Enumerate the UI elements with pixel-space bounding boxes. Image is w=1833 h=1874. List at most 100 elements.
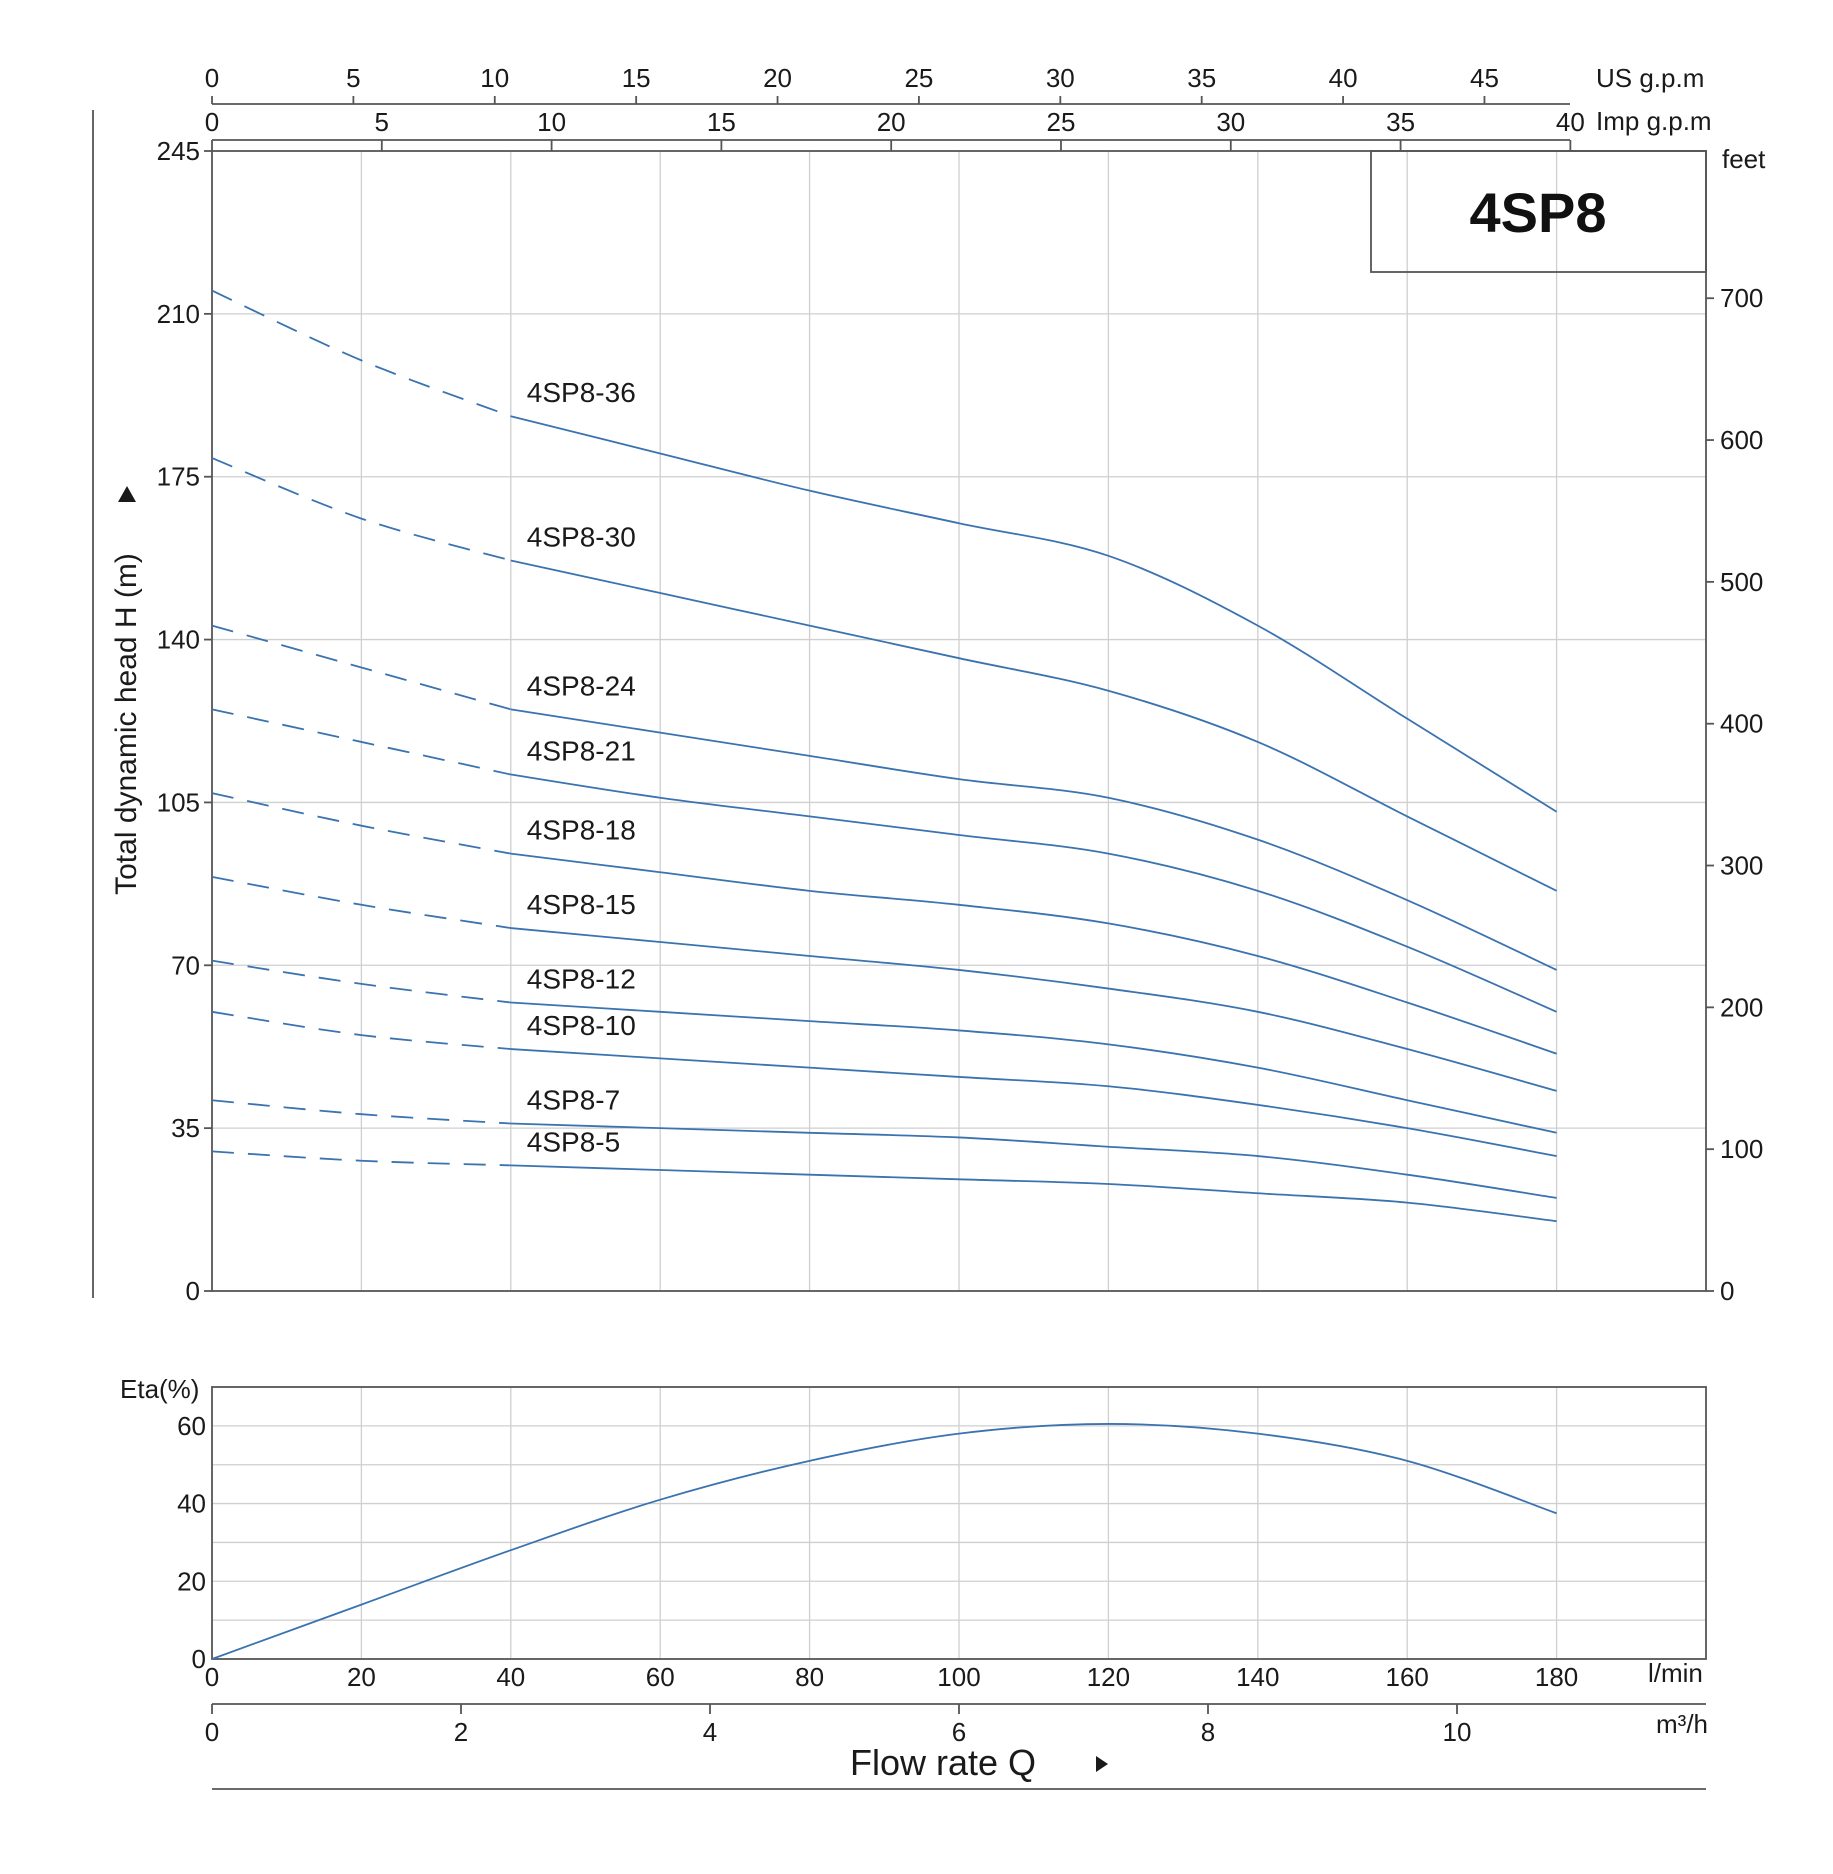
eta-y-tick-label: 0 bbox=[192, 1644, 206, 1674]
us-gpm-tick-label: 10 bbox=[480, 63, 509, 93]
m3h-tick-label: 10 bbox=[1443, 1717, 1472, 1747]
imp-gpm-tick-label: 5 bbox=[375, 107, 389, 137]
eta-y-tick-label: 40 bbox=[177, 1489, 206, 1519]
lmin-tick-label: 80 bbox=[795, 1662, 824, 1692]
flow-rate-title: Flow rate Q bbox=[850, 1742, 1036, 1783]
curve-label-4SP8-30: 4SP8-30 bbox=[527, 521, 636, 552]
curve-4SP8-24-solid bbox=[510, 708, 1557, 971]
m3h-tick-label: 6 bbox=[952, 1717, 966, 1747]
m3h-tick-label: 8 bbox=[1201, 1717, 1215, 1747]
curve-label-4SP8-10: 4SP8-10 bbox=[527, 1010, 636, 1041]
eta-y-tick-label: 20 bbox=[177, 1566, 206, 1596]
eta-y-tick-label: 60 bbox=[177, 1411, 206, 1441]
head-y-tick-label: 175 bbox=[157, 462, 200, 492]
flow-rate-arrow-icon bbox=[1096, 1756, 1108, 1772]
curve-label-4SP8-18: 4SP8-18 bbox=[527, 815, 636, 846]
feet-tick-label: 600 bbox=[1720, 425, 1763, 455]
m3h-tick-label: 4 bbox=[703, 1717, 717, 1747]
lmin-tick-label: 0 bbox=[205, 1662, 219, 1692]
head-axis-arrow-icon bbox=[118, 486, 136, 502]
us-gpm-unit-label: US g.p.m bbox=[1596, 63, 1704, 93]
head-y-tick-label: 140 bbox=[157, 625, 200, 655]
lmin-tick-label: 140 bbox=[1236, 1662, 1279, 1692]
imp-gpm-tick-label: 10 bbox=[537, 107, 566, 137]
curve-label-4SP8-15: 4SP8-15 bbox=[527, 889, 636, 920]
m3h-unit-label: m³/h bbox=[1656, 1709, 1708, 1739]
feet-unit-label: feet bbox=[1722, 144, 1766, 174]
us-gpm-tick-label: 45 bbox=[1470, 63, 1499, 93]
curve-4SP8-36-solid bbox=[510, 415, 1558, 813]
lmin-tick-label: 120 bbox=[1087, 1662, 1130, 1692]
imp-gpm-unit-label: Imp g.p.m bbox=[1596, 106, 1712, 136]
curve-label-4SP8-12: 4SP8-12 bbox=[527, 964, 636, 995]
efficiency-curve-0 bbox=[211, 1423, 1557, 1660]
curve-4SP8-30-dashed bbox=[211, 457, 512, 562]
curve-4SP8-21-solid bbox=[510, 773, 1557, 1013]
curve-label-4SP8-21: 4SP8-21 bbox=[527, 736, 636, 767]
curve-4SP8-12-solid bbox=[510, 1001, 1557, 1134]
head-chart-grid bbox=[212, 151, 1706, 1291]
curve-4SP8-36-dashed bbox=[211, 289, 512, 418]
feet-tick-label: 400 bbox=[1720, 709, 1763, 739]
feet-tick-label: 300 bbox=[1720, 851, 1763, 881]
imp-gpm-tick-label: 20 bbox=[877, 107, 906, 137]
lmin-tick-label: 40 bbox=[496, 1662, 525, 1692]
curve-label-4SP8-7: 4SP8-7 bbox=[527, 1084, 620, 1115]
lmin-tick-label: 20 bbox=[347, 1662, 376, 1692]
curve-4SP8-12-dashed bbox=[211, 959, 511, 1004]
curve-4SP8-30-solid bbox=[510, 559, 1558, 892]
lmin-tick-label: 60 bbox=[646, 1662, 675, 1692]
feet-tick-label: 0 bbox=[1720, 1276, 1734, 1306]
us-gpm-tick-label: 5 bbox=[346, 63, 360, 93]
curve-4SP8-7-dashed bbox=[211, 1099, 511, 1125]
lmin-tick-label: 160 bbox=[1386, 1662, 1429, 1692]
head-y-tick-label: 210 bbox=[157, 299, 200, 329]
imp-gpm-tick-label: 0 bbox=[205, 107, 219, 137]
head-y-tick-label: 70 bbox=[171, 950, 200, 980]
feet-tick-label: 100 bbox=[1720, 1134, 1763, 1164]
imp-gpm-tick-label: 15 bbox=[707, 107, 736, 137]
curve-4SP8-5-solid bbox=[510, 1164, 1557, 1223]
us-gpm-tick-label: 40 bbox=[1329, 63, 1358, 93]
curve-4SP8-24-dashed bbox=[211, 624, 512, 711]
curve-4SP8-15-dashed bbox=[211, 875, 511, 929]
imp-gpm-tick-label: 40 bbox=[1556, 107, 1585, 137]
eta-axis-title: Eta(%) bbox=[120, 1374, 199, 1404]
us-gpm-tick-label: 15 bbox=[622, 63, 651, 93]
us-gpm-tick-label: 0 bbox=[205, 63, 219, 93]
imp-gpm-tick-label: 30 bbox=[1216, 107, 1245, 137]
curve-label-4SP8-5: 4SP8-5 bbox=[527, 1126, 620, 1157]
lmin-tick-label: 100 bbox=[937, 1662, 980, 1692]
head-curves: 4SP8-36 4SP8-30 4SP8-24 4SP8-21 4SP8-18 4SP8-… bbox=[211, 289, 1558, 1223]
lmin-unit-label: l/min bbox=[1648, 1658, 1703, 1688]
model-title-box bbox=[1370, 150, 1707, 273]
axis-ticks: 0357010514017521024501002003004005006007… bbox=[157, 63, 1764, 1747]
curve-4SP8-15-solid bbox=[510, 927, 1557, 1092]
efficiency-curves bbox=[211, 1423, 1557, 1660]
curve-4SP8-21-dashed bbox=[211, 708, 511, 776]
curve-4SP8-10-solid bbox=[510, 1048, 1557, 1157]
curve-4SP8-10-dashed bbox=[211, 1010, 511, 1050]
efficiency-chart-grid bbox=[212, 1387, 1706, 1659]
head-y-tick-label: 245 bbox=[157, 136, 200, 166]
feet-tick-label: 200 bbox=[1720, 992, 1763, 1022]
imp-gpm-tick-label: 35 bbox=[1386, 107, 1415, 137]
us-gpm-tick-label: 30 bbox=[1046, 63, 1075, 93]
head-y-tick-label: 35 bbox=[171, 1113, 200, 1143]
curve-4SP8-18-dashed bbox=[211, 792, 511, 855]
feet-tick-label: 700 bbox=[1720, 283, 1763, 313]
efficiency-chart-frame bbox=[211, 1386, 1707, 1660]
curve-4SP8-7-solid bbox=[510, 1122, 1557, 1199]
curve-4SP8-5-dashed bbox=[211, 1150, 511, 1167]
us-gpm-tick-label: 25 bbox=[904, 63, 933, 93]
curve-4SP8-18-solid bbox=[510, 852, 1557, 1055]
m3h-tick-label: 0 bbox=[205, 1717, 219, 1747]
model-title: 4SP8 bbox=[1470, 181, 1607, 244]
imp-gpm-tick-label: 25 bbox=[1047, 107, 1076, 137]
head-chart-frame bbox=[211, 150, 1707, 1292]
us-gpm-tick-label: 35 bbox=[1187, 63, 1216, 93]
us-gpm-tick-label: 20 bbox=[763, 63, 792, 93]
head-y-tick-label: 0 bbox=[186, 1276, 200, 1306]
head-y-tick-label: 105 bbox=[157, 787, 200, 817]
